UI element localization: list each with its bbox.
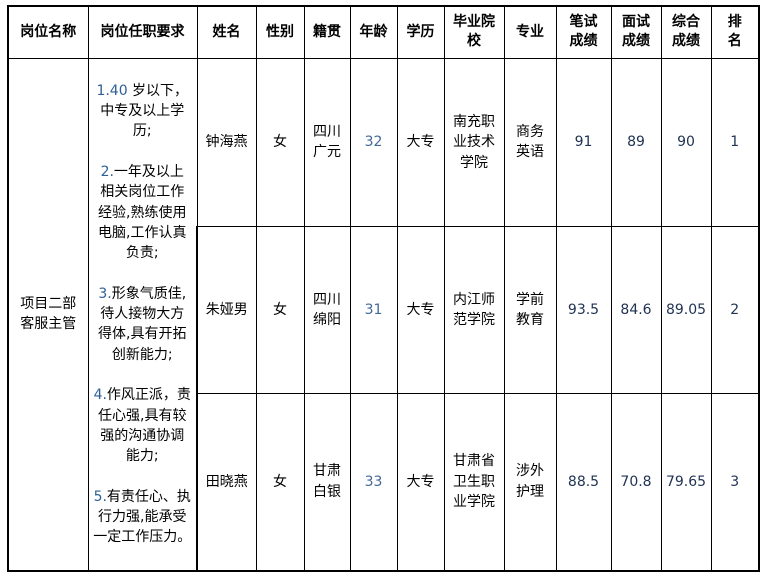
table-row: 朱娅男 女 四川 绵阳 31 大专 内江师 范学院 学前 教育 93.5 84.… <box>8 226 760 394</box>
header-major: 专业 <box>503 5 557 59</box>
requirement-number: 2. <box>100 163 114 180</box>
cell-requirements: 1.40 岁以下， 中专及以上学 历; 2.一年及以上 相关岗位工作 经验,熟练… <box>87 57 198 572</box>
cell-school: 甘肃省 卫生职 业学院 <box>443 392 505 572</box>
cell-written-score: 88.5 <box>555 392 612 572</box>
candidate-roster-table-container: 岗位名称 岗位任职要求 姓名 性别 籍贯 年龄 学历 毕业院 校 专业 笔试 成… <box>7 5 760 572</box>
requirement-number: 5. <box>93 488 107 505</box>
cell-interview-score: 84.6 <box>610 226 662 394</box>
requirement-item: 5.有责任心、执 行力强,能承受 一定工作压力。 <box>93 488 192 546</box>
header-requirements: 岗位任职要求 <box>87 5 198 59</box>
cell-written-score: 91 <box>555 57 612 228</box>
cell-written-score: 93.5 <box>555 226 612 394</box>
requirement-item: 1.40 岁以下， 中专及以上学 历; <box>96 82 189 140</box>
requirement-number: 1.40 <box>96 82 128 99</box>
cell-gender: 女 <box>255 226 305 394</box>
cell-education: 大专 <box>396 392 445 572</box>
cell-overall-score: 89.05 <box>660 226 712 394</box>
header-education: 学历 <box>396 5 445 59</box>
cell-major: 商务 英语 <box>503 57 557 228</box>
cell-hometown: 四川 绵阳 <box>303 226 351 394</box>
cell-school: 南充职 业技术 学院 <box>443 57 505 228</box>
header-row: 岗位名称 岗位任职要求 姓名 性别 籍贯 年龄 学历 毕业院 校 专业 笔试 成… <box>7 5 760 59</box>
cell-interview-score: 70.8 <box>610 392 662 572</box>
cell-name: 朱娅男 <box>196 226 257 394</box>
requirement-item: 2.一年及以上 相关岗位工作 经验,熟练使用 电脑,工作认真 负责; <box>98 163 187 262</box>
cell-name: 钟海燕 <box>196 57 257 228</box>
cell-gender: 女 <box>255 392 305 572</box>
requirement-item: 4.作风正派，责 任心强,具有较 强的沟通协调 能力; <box>93 387 191 465</box>
header-position-name: 岗位名称 <box>7 5 89 59</box>
cell-school: 内江师 范学院 <box>443 226 505 394</box>
candidate-roster-table: 岗位名称 岗位任职要求 姓名 性别 籍贯 年龄 学历 毕业院 校 专业 笔试 成… <box>7 5 760 572</box>
header-school: 毕业院 校 <box>443 5 505 59</box>
cell-education: 大专 <box>396 226 445 394</box>
header-written-score: 笔试 成绩 <box>555 5 612 59</box>
cell-rank: 3 <box>710 392 760 572</box>
cell-age: 33 <box>349 392 398 572</box>
cell-position-name: 项目二部 客服主管 <box>7 57 89 572</box>
cell-major: 学前 教育 <box>503 226 557 394</box>
header-gender: 性别 <box>255 5 305 59</box>
cell-hometown: 四川 广元 <box>303 57 351 228</box>
cell-name: 田晓燕 <box>196 392 257 572</box>
cell-rank: 1 <box>710 57 760 228</box>
requirement-number: 4. <box>93 387 107 404</box>
table-row: 项目二部 客服主管 1.40 岁以下， 中专及以上学 历; 2.一年及以上 相关… <box>7 57 760 572</box>
header-hometown: 籍贯 <box>303 5 351 59</box>
header-rank: 排 名 <box>710 5 760 59</box>
cell-overall-score: 79.65 <box>660 392 712 572</box>
cell-age: 31 <box>349 226 398 394</box>
header-overall-score: 综合 成绩 <box>660 5 712 59</box>
requirement-number: 3. <box>98 285 112 302</box>
requirement-item: 3.形象气质佳, 待人接物大方 得体,具有开拓 创新能力; <box>98 285 187 363</box>
header-age: 年龄 <box>349 5 398 59</box>
cell-interview-score: 89 <box>610 57 662 228</box>
cell-age: 32 <box>349 57 398 228</box>
cell-gender: 女 <box>255 57 305 228</box>
header-interview-score: 面试 成绩 <box>610 5 662 59</box>
cell-hometown: 甘肃 白银 <box>303 392 351 572</box>
cell-education: 大专 <box>396 57 445 228</box>
cell-rank: 2 <box>710 226 760 394</box>
cell-overall-score: 90 <box>660 57 712 228</box>
header-name: 姓名 <box>196 5 257 59</box>
cell-major: 涉外 护理 <box>503 392 557 572</box>
